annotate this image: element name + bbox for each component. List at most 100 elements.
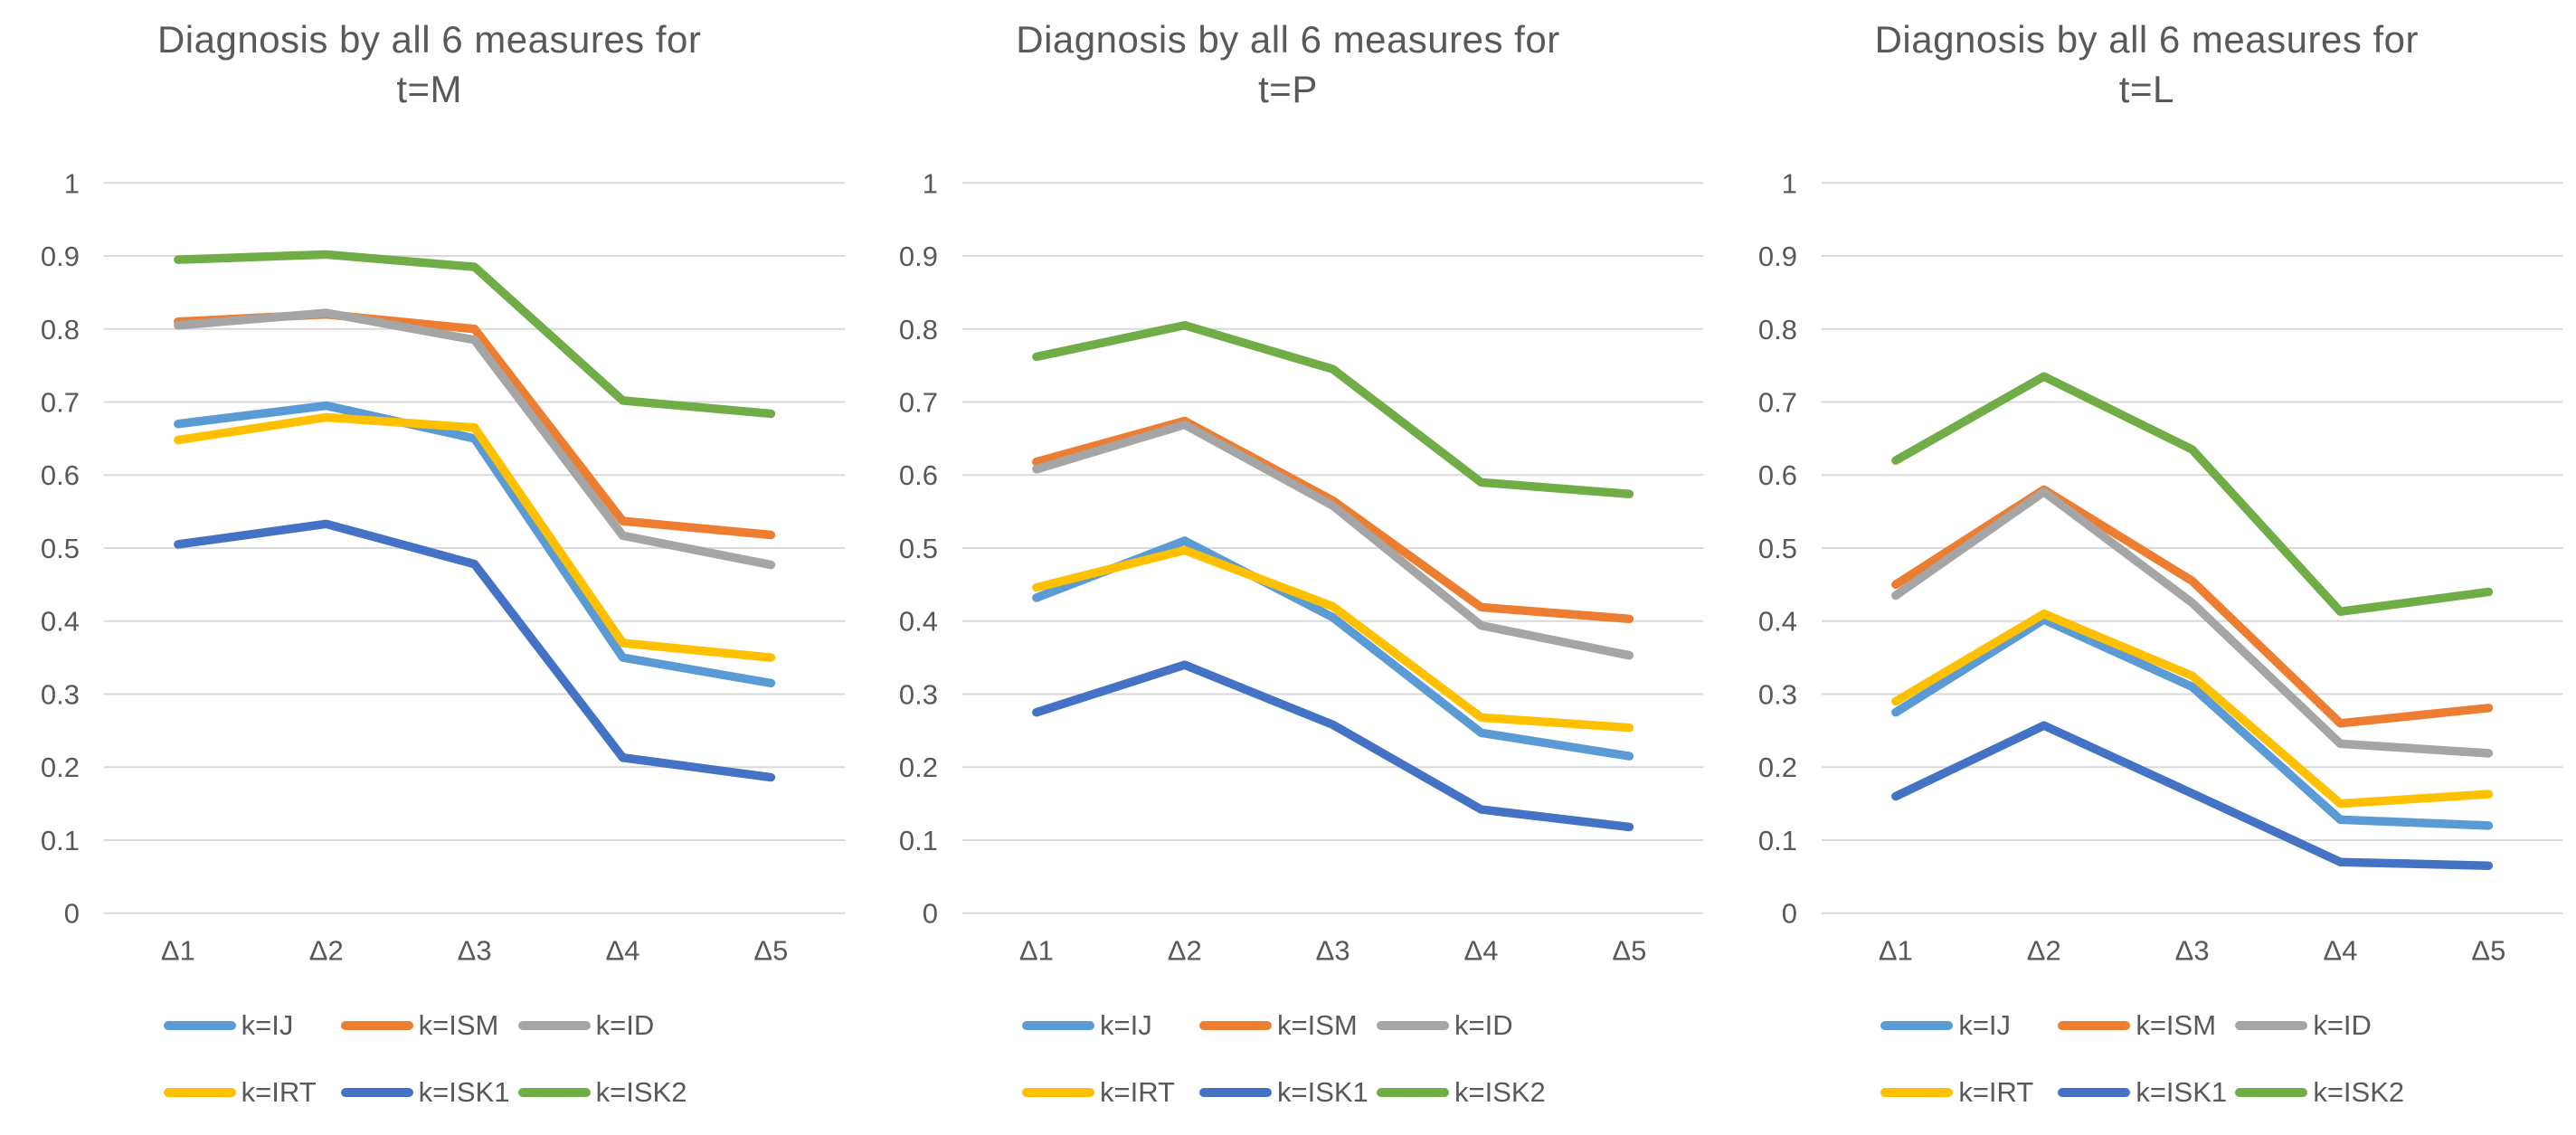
legend-row: k=IJ k=ISM k=ID bbox=[1021, 1009, 1554, 1042]
series-line-k-id bbox=[1032, 420, 1634, 660]
y-tick-label: 1 bbox=[64, 167, 80, 199]
legend-swatch-k-id bbox=[2235, 1021, 2308, 1030]
y-tick-label: 1 bbox=[1781, 167, 1796, 199]
legend-row: k=IRT k=ISK1 k=ISK2 bbox=[163, 1076, 696, 1109]
y-tick-label: 0.6 bbox=[899, 459, 938, 491]
x-axis-label: Δ2 bbox=[309, 935, 344, 967]
legend-item-k-isk1: k=ISK1 bbox=[1198, 1076, 1377, 1109]
series-line-k-ij bbox=[174, 401, 776, 688]
legend-row: k=IJ k=ISM k=ID bbox=[163, 1009, 696, 1042]
y-tick-label: 0.3 bbox=[1758, 678, 1797, 710]
series-line-k-isk2 bbox=[1032, 320, 1634, 499]
y-tick-label: 0.3 bbox=[41, 678, 80, 710]
y-tick-label: 0.8 bbox=[899, 314, 938, 345]
series-line-k-ism bbox=[1032, 416, 1634, 624]
legend-swatch-k-id bbox=[1376, 1021, 1449, 1030]
y-tick-label: 0.7 bbox=[41, 387, 80, 419]
line-chart-tl: 0 0.1 0.2 0.3 0.4 0.5 0.6 0.7 0.8 0.9 1 Δ1 Δ2 Δ3 Δ4 Δ5 bbox=[1758, 167, 2562, 967]
legend-item-k-id: k=ID bbox=[2235, 1009, 2412, 1042]
y-tick-label: 0.1 bbox=[41, 825, 80, 856]
y-tick-label: 0.4 bbox=[899, 606, 938, 638]
y-tick-label: 0.8 bbox=[1758, 314, 1797, 345]
x-axis-label: Δ4 bbox=[2323, 935, 2357, 967]
y-tick-label: 0.7 bbox=[899, 387, 938, 419]
legend: k=IJ k=ISM k=ID k=IRT k=ISK1 k=ISK2 bbox=[1021, 1009, 1554, 1109]
series-line-k-isk1 bbox=[174, 519, 776, 782]
y-tick-label: 0 bbox=[923, 898, 938, 930]
legend-label-k-isk2: k=ISK2 bbox=[595, 1076, 687, 1108]
legend-item-k-ism: k=ISM bbox=[1198, 1009, 1377, 1042]
legend-swatch-k-isk1 bbox=[340, 1088, 413, 1097]
legend-swatch-k-ij bbox=[1880, 1021, 1954, 1030]
chart-panel-tm: Diagnosis by all 6 measures for t=M 0 0.1… bbox=[0, 0, 858, 1135]
legend-item-k-id: k=ID bbox=[1376, 1009, 1554, 1042]
legend-swatch-k-irt bbox=[163, 1088, 236, 1097]
legend-label-k-irt: k=IRT bbox=[1099, 1076, 1175, 1108]
line-chart-tp: 0 0.1 0.2 0.3 0.4 0.5 0.6 0.7 0.8 0.9 1 Δ1 Δ2 Δ3 Δ4 Δ5 bbox=[899, 167, 1704, 967]
legend-item-k-ij: k=IJ bbox=[1880, 1009, 2058, 1042]
chart-title-line2: t=P bbox=[1258, 68, 1318, 111]
series-line-k-irt bbox=[1032, 545, 1634, 733]
legend-label-k-isk1: k=ISK1 bbox=[1276, 1076, 1368, 1108]
legend-item-k-isk1: k=ISK1 bbox=[2058, 1076, 2235, 1109]
chart-title-line2: t=M bbox=[396, 68, 462, 111]
legend-label-k-isk1: k=ISK1 bbox=[418, 1076, 510, 1108]
legend-swatch-k-ij bbox=[1021, 1021, 1094, 1030]
y-tick-label: 0.6 bbox=[1758, 459, 1797, 491]
y-tick-label: 1 bbox=[923, 167, 938, 199]
legend-label-k-ij: k=IJ bbox=[1099, 1009, 1152, 1041]
legend-label-k-irt: k=IRT bbox=[1958, 1076, 2034, 1108]
y-tick-label: 0.5 bbox=[41, 533, 80, 564]
chart-panel-tp: Diagnosis by all 6 measures for t=P 0 0.1… bbox=[858, 0, 1717, 1135]
legend-label-k-isk1: k=ISK1 bbox=[2136, 1076, 2228, 1108]
y-tick-label: 0.6 bbox=[41, 459, 80, 491]
series-line-k-ij bbox=[1890, 615, 2493, 830]
legend-item-k-ij: k=IJ bbox=[163, 1009, 341, 1042]
series-line-k-isk2 bbox=[1890, 372, 2493, 616]
legend-swatch-k-isk1 bbox=[1198, 1088, 1272, 1097]
chart-title-line1: Diagnosis by all 6 measures for bbox=[156, 18, 702, 61]
legend-swatch-k-ism bbox=[340, 1021, 413, 1030]
legend-item-k-isk2: k=ISK2 bbox=[2235, 1076, 2412, 1109]
x-axis-label: Δ3 bbox=[458, 935, 492, 967]
legend-item-k-ij: k=IJ bbox=[1021, 1009, 1199, 1042]
legend-swatch-k-id bbox=[517, 1021, 591, 1030]
x-axis-label: Δ1 bbox=[161, 935, 195, 967]
legend: k=IJ k=ISM k=ID k=IRT k=ISK1 k=ISK2 bbox=[1880, 1009, 2412, 1109]
y-tick-label: 0.7 bbox=[1758, 387, 1797, 419]
legend-label-k-ism: k=ISM bbox=[2136, 1009, 2217, 1041]
legend: k=IJ k=ISM k=ID k=IRT k=ISK1 k=ISK2 bbox=[163, 1009, 696, 1109]
x-axis-label: Δ4 bbox=[606, 935, 640, 967]
chart-title: Diagnosis by all 6 measures for t=L bbox=[1875, 14, 2419, 119]
y-tick-label: 0.4 bbox=[1758, 606, 1797, 638]
x-axis-label: Δ2 bbox=[2026, 935, 2060, 967]
y-tick-label: 0 bbox=[64, 898, 80, 930]
legend-swatch-k-ism bbox=[2058, 1021, 2131, 1030]
y-tick-label: 0.2 bbox=[899, 752, 938, 783]
legend-label-k-ism: k=ISM bbox=[1276, 1009, 1358, 1041]
legend-swatch-k-isk2 bbox=[1376, 1088, 1449, 1097]
legend-item-k-isk1: k=ISK1 bbox=[340, 1076, 518, 1109]
x-axis-label: Δ5 bbox=[1613, 935, 1647, 967]
legend-row: k=IJ k=ISM k=ID bbox=[1880, 1009, 2412, 1042]
legend-item-k-isk2: k=ISK2 bbox=[517, 1076, 696, 1109]
y-tick-label: 0.9 bbox=[899, 241, 938, 272]
legend-swatch-k-isk1 bbox=[2058, 1088, 2131, 1097]
legend-label-k-irt: k=IRT bbox=[241, 1076, 317, 1108]
legend-row: k=IRT k=ISK1 k=ISK2 bbox=[1021, 1076, 1554, 1109]
legend-item-k-irt: k=IRT bbox=[1021, 1076, 1199, 1109]
y-tick-label: 0.1 bbox=[1758, 825, 1797, 856]
legend-swatch-k-isk2 bbox=[517, 1088, 591, 1097]
legend-item-k-irt: k=IRT bbox=[163, 1076, 341, 1109]
series-line-k-id bbox=[174, 308, 776, 570]
x-axis-label: Δ5 bbox=[753, 935, 788, 967]
series-line-k-id bbox=[1890, 487, 2493, 758]
y-tick-label: 0.8 bbox=[41, 314, 80, 345]
chart-title-line1: Diagnosis by all 6 measures for bbox=[1874, 18, 2420, 61]
y-tick-label: 0.5 bbox=[1758, 533, 1797, 564]
y-tick-label: 0.9 bbox=[41, 241, 80, 272]
series-line-k-irt bbox=[1890, 609, 2493, 809]
chart-title: Diagnosis by all 6 measures for t=M bbox=[157, 14, 701, 119]
legend-label-k-isk2: k=ISK2 bbox=[1454, 1076, 1546, 1108]
legend-item-k-isk2: k=ISK2 bbox=[1376, 1076, 1554, 1109]
